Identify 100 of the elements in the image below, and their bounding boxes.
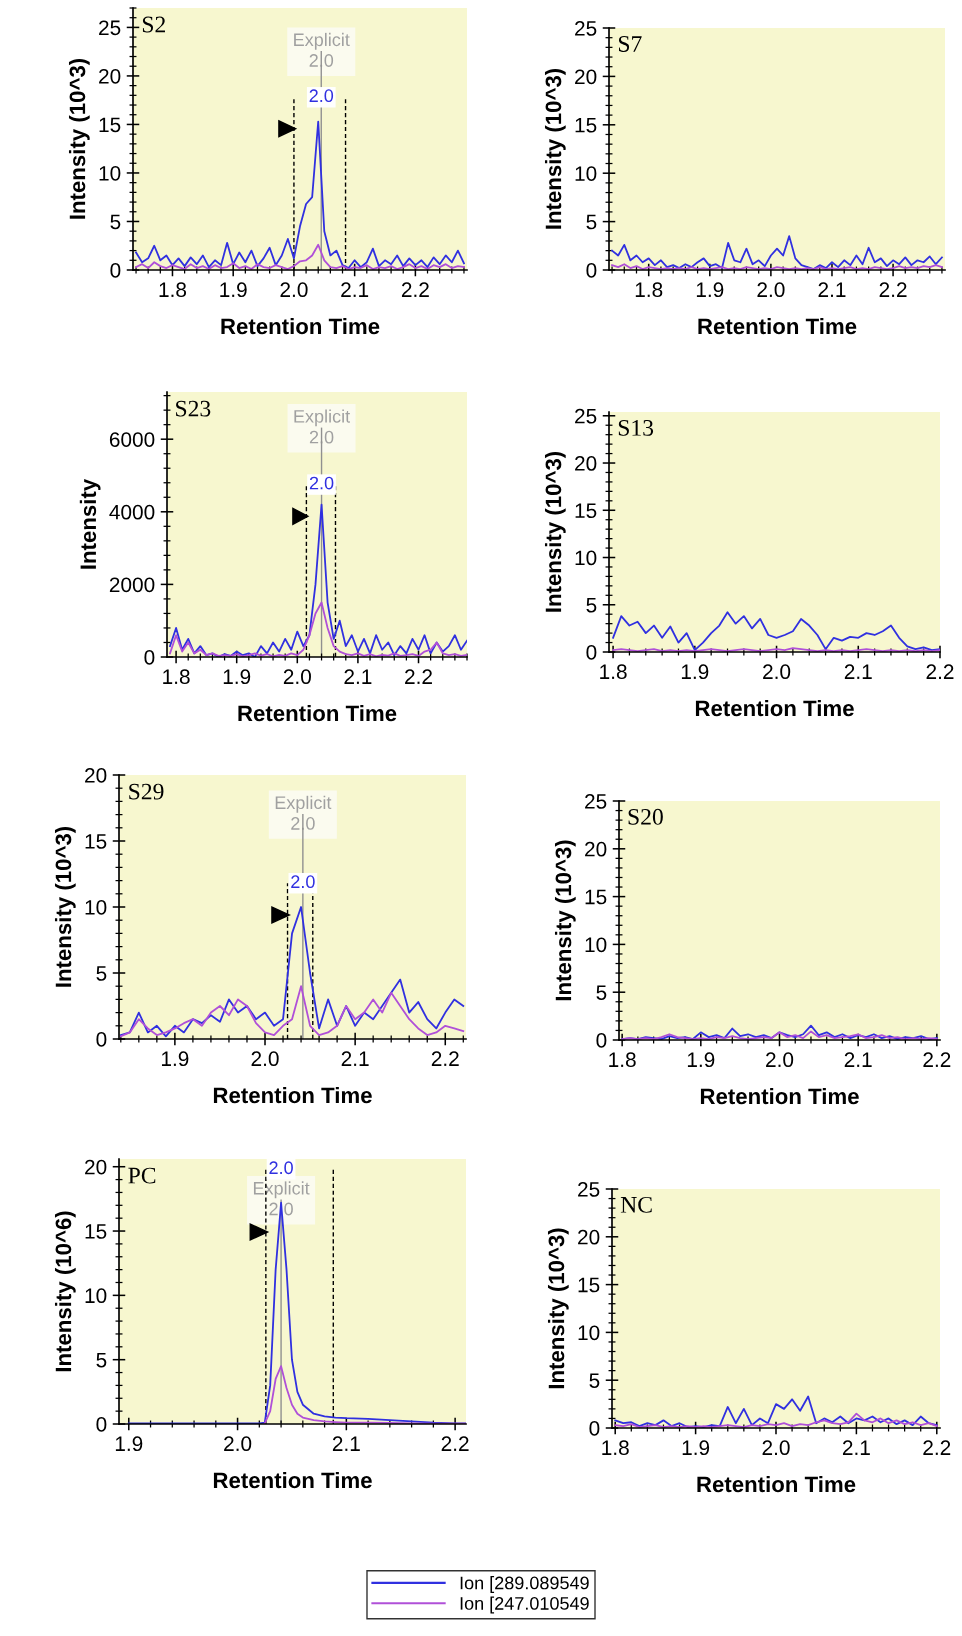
annotation: S7: [618, 36, 642, 52]
y-tick-label: 5: [96, 966, 107, 981]
y-tick-label: 25: [575, 21, 597, 36]
y-axis-title: Intensity (10^3): [547, 1228, 569, 1389]
x-axis-title: Retention Time: [698, 317, 857, 335]
y-tick-label: 25: [585, 794, 607, 809]
x-tick-label: 2.0: [224, 1436, 252, 1452]
x-tick-label: 2.2: [879, 282, 907, 297]
annotation: 2.0: [291, 875, 315, 889]
y-tick-label: 10: [578, 1325, 600, 1341]
x-axis-title: Retention Time: [213, 1086, 372, 1104]
x-axis-title: Retention Time: [697, 1475, 856, 1493]
annotation: 2.0: [269, 1161, 293, 1175]
line-series: [612, 611, 940, 652]
y-tick-label: 5: [586, 597, 597, 613]
x-tick-label: 2.0: [763, 664, 791, 680]
x-tick-label: 2.2: [441, 1436, 469, 1451]
x-tick-label: 2.0: [283, 669, 311, 685]
x-tick-label: 2.1: [842, 1440, 870, 1455]
y-tick-label: 25: [578, 1182, 600, 1197]
annotation: PC: [128, 1167, 156, 1184]
y-axis-title: Intensity (10^3): [544, 451, 566, 612]
x-tick-label: 2.2: [923, 1440, 951, 1455]
x-tick-label: 2.0: [762, 1440, 790, 1456]
annotation: S2: [142, 16, 165, 33]
y-tick-label: 5: [596, 985, 607, 1000]
y-tick-label: 10: [575, 166, 597, 181]
y-tick-label: 20: [575, 69, 597, 85]
y-tick-label: 15: [585, 889, 607, 905]
y-tick-label: 15: [99, 117, 121, 133]
x-tick-label: 1.8: [609, 1052, 636, 1068]
annotation: 2.0: [309, 89, 334, 103]
y-tick-label: 20: [85, 768, 107, 783]
line-series: [127, 1201, 466, 1424]
x-tick-label: 1.9: [220, 282, 247, 298]
x-tick-label: 1.9: [223, 669, 251, 685]
y-tick-label: 20: [578, 1229, 600, 1245]
x-tick-label: 2.0: [280, 282, 308, 298]
y-tick-label: 15: [575, 118, 597, 133]
y-tick-label: 15: [85, 1224, 107, 1239]
x-tick-label: 2.1: [341, 1051, 369, 1066]
x-tick-label: 1.8: [602, 1440, 629, 1456]
y-tick-label: 5: [110, 214, 121, 230]
x-tick-label: 2.2: [923, 1052, 951, 1067]
x-tick-label: 2.0: [757, 282, 785, 298]
y-tick-label: 10: [85, 900, 107, 915]
legend-label: Ion [247.010549: [460, 1596, 589, 1614]
x-tick-label: 1.9: [681, 664, 709, 680]
y-axis-title: Intensity (10^6): [54, 1211, 76, 1372]
x-tick-label: 2.1: [344, 669, 372, 684]
x-tick-label: 2.2: [926, 664, 954, 679]
legend-label: Ion [289.089549: [460, 1576, 589, 1593]
y-tick-label: 0: [144, 650, 155, 665]
x-tick-label: 2.1: [341, 282, 369, 297]
y-tick-label: 20: [85, 1159, 107, 1175]
annotation: S29: [129, 783, 164, 800]
y-tick-label: 15: [578, 1277, 600, 1293]
y-tick-label: 25: [99, 20, 121, 36]
x-tick-label: 2.0: [766, 1052, 794, 1068]
y-tick-label: 15: [575, 503, 597, 519]
x-tick-label: 1.9: [682, 1440, 710, 1456]
x-tick-label: 1.8: [159, 282, 187, 298]
x-axis-title: Retention Time: [700, 1087, 859, 1105]
y-tick-label: 4000: [109, 504, 155, 520]
y-tick-label: 20: [99, 68, 121, 84]
x-tick-label: 1.9: [161, 1051, 189, 1067]
y-tick-label: 0: [586, 263, 597, 278]
y-tick-label: 0: [586, 645, 597, 660]
y-tick-label: 20: [585, 841, 607, 857]
y-tick-label: 15: [85, 834, 107, 849]
y-tick-label: 0: [96, 1032, 107, 1047]
annotation: 2.0: [309, 476, 334, 490]
y-axis-title: Intensity (10^3): [554, 840, 576, 1001]
x-tick-label: 2.1: [844, 1052, 872, 1067]
y-tick-label: 2000: [109, 577, 155, 593]
y-tick-label: 10: [85, 1288, 107, 1304]
y-tick-label: 0: [589, 1421, 600, 1436]
y-tick-label: 0: [596, 1033, 607, 1048]
y-tick-label: 6000: [109, 432, 155, 447]
x-axis-title: Retention Time: [221, 317, 380, 335]
y-axis-title: Intensity (10^3): [54, 826, 76, 987]
annotation: S20: [628, 808, 663, 825]
x-tick-label: 2.1: [818, 282, 846, 297]
x-axis-title: Retention Time: [238, 704, 397, 722]
x-tick-label: 2.1: [844, 664, 872, 679]
x-tick-label: 1.9: [687, 1052, 715, 1068]
x-tick-label: 2.2: [401, 282, 429, 297]
x-tick-label: 2.2: [431, 1051, 459, 1066]
annotation: S23: [176, 400, 211, 417]
y-tick-label: 20: [575, 456, 597, 471]
x-tick-label: 2.2: [405, 669, 432, 684]
x-tick-label: 1.9: [696, 282, 724, 298]
y-tick-label: 5: [96, 1352, 107, 1368]
annotation: NC: [620, 1196, 652, 1213]
y-tick-label: 10: [99, 165, 121, 181]
x-tick-label: 2.0: [251, 1051, 279, 1067]
x-tick-label: 2.1: [332, 1436, 360, 1451]
x-axis-title: Retention Time: [213, 1471, 372, 1489]
y-tick-label: 0: [96, 1417, 107, 1432]
y-tick-label: 25: [575, 408, 597, 424]
